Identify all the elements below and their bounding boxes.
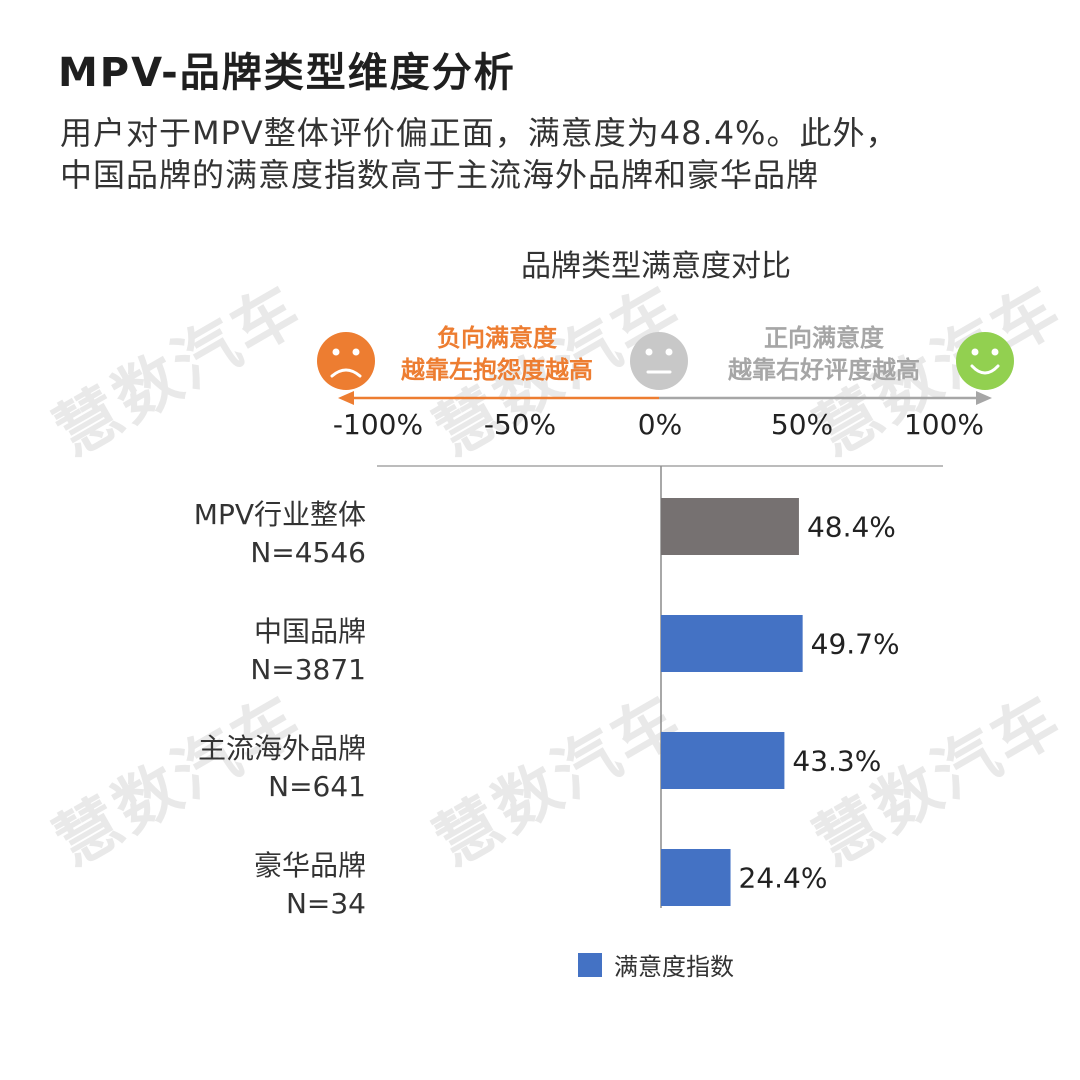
chart-title: 品牌类型满意度对比 xyxy=(521,249,791,284)
category-label: 豪华品牌 xyxy=(254,849,366,882)
legend-label: 满意度指数 xyxy=(614,953,734,981)
subtitle-line-2: 中国品牌的满意度指数高于主流海外品牌和豪华品牌 xyxy=(60,156,820,194)
data-label: 49.7% xyxy=(811,628,900,661)
category-label: 主流海外品牌 xyxy=(198,732,366,765)
negative-scale-title: 负向满意度 xyxy=(437,324,558,352)
happy-face-icon xyxy=(956,332,1014,390)
bar xyxy=(661,732,785,789)
sad-face-icon xyxy=(317,332,375,390)
positive-arrow-head xyxy=(976,391,992,405)
neutral-face-icon xyxy=(630,332,688,390)
bar xyxy=(661,498,799,555)
x-axis-ticks: -100% -50% 0% 50% 100% xyxy=(333,408,984,441)
bar xyxy=(661,849,731,906)
negative-arrow-head xyxy=(338,391,354,405)
page-subtitle: 用户对于MPV整体评价偏正面，满意度为48.4%。此外， 中国品牌的满意度指数高… xyxy=(60,112,1020,196)
category-sample-size: N=641 xyxy=(268,770,366,803)
positive-scale-title: 正向满意度 xyxy=(764,324,885,352)
page-title: MPV-品牌类型维度分析 xyxy=(58,50,516,96)
category-label: 中国品牌 xyxy=(254,615,366,648)
data-label: 48.4% xyxy=(807,511,896,544)
category-label: MPV行业整体 xyxy=(194,498,366,531)
x-tick-label: 50% xyxy=(771,408,833,441)
category-sample-size: N=3871 xyxy=(250,653,366,686)
negative-scale-desc: 越靠左抱怨度越高 xyxy=(401,356,593,384)
category-labels: MPV行业整体 N=4546 中国品牌 N=3871 主流海外品牌 N=641 豪华品牌 N=… xyxy=(194,498,366,920)
x-tick-label: -50% xyxy=(484,408,556,441)
subtitle-line-1: 用户对于MPV整体评价偏正面，满意度为48.4%。此外， xyxy=(60,114,899,152)
bars: 48.4% 49.7% 43.3% 24.4% xyxy=(661,498,900,906)
scale-legend: 负向满意度 越靠左抱怨度越高 正向满意度 越靠右好评度越高 xyxy=(317,324,1014,405)
x-tick-label: 0% xyxy=(638,408,682,441)
data-label: 24.4% xyxy=(739,862,828,895)
legend: 满意度指数 xyxy=(578,953,734,981)
category-sample-size: N=4546 xyxy=(250,536,366,569)
x-tick-label: 100% xyxy=(904,408,984,441)
bar xyxy=(661,615,803,672)
legend-swatch xyxy=(578,953,602,977)
category-sample-size: N=34 xyxy=(286,887,366,920)
x-tick-label: -100% xyxy=(333,408,423,441)
data-label: 43.3% xyxy=(792,745,881,778)
positive-scale-desc: 越靠右好评度越高 xyxy=(728,356,920,384)
